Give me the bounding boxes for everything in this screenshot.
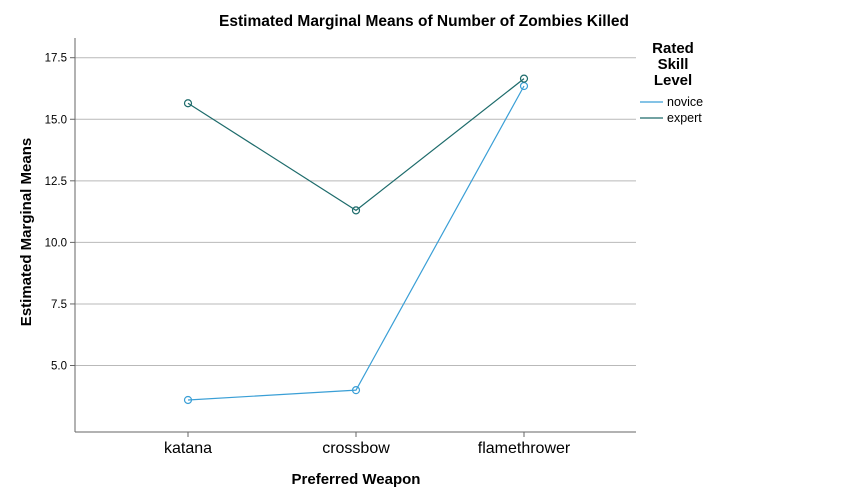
y-tick-label: 10.0: [45, 237, 67, 249]
legend: Rated Skill Level novice expert: [640, 40, 703, 125]
x-tick-label: crossbow: [322, 440, 390, 457]
axes: [74, 38, 636, 433]
data-point-expert: [351, 206, 361, 215]
grid-lines: [70, 57, 636, 367]
legend-title-line: Rated: [652, 40, 694, 57]
data-point-novice: [351, 386, 361, 395]
series-expert: [183, 74, 529, 215]
y-tick-label: 12.5: [45, 176, 67, 188]
x-tick-label: flamethrower: [478, 440, 571, 457]
series-novice: [183, 81, 529, 405]
data-point-expert: [183, 99, 193, 108]
series-line-expert: [187, 78, 525, 212]
data-point-novice: [183, 395, 193, 405]
x-tick-labels: katana crossbow flamethrower: [164, 432, 571, 457]
y-axis-title: Estimated Marginal Means: [18, 138, 35, 326]
legend-label-novice: novice: [667, 95, 703, 109]
y-tick-label: 17.5: [45, 53, 67, 65]
series-line-novice: [187, 85, 525, 401]
legend-label-expert: expert: [667, 111, 702, 125]
legend-title-line: Level: [654, 72, 692, 89]
y-tick-label: 7.5: [51, 299, 67, 311]
y-tick-labels: 5.0 7.5 10.0 12.5 15.0 17.5: [45, 53, 67, 373]
x-axis-title: Preferred Weapon: [292, 471, 421, 488]
series-lines: [183, 74, 529, 405]
chart-title: Estimated Marginal Means of Number of Zo…: [219, 13, 629, 30]
x-tick-label: katana: [164, 440, 212, 457]
data-point-expert: [519, 74, 529, 83]
y-tick-label: 5.0: [51, 361, 67, 373]
y-tick-label: 15.0: [45, 114, 67, 126]
legend-title-line: Skill: [658, 56, 689, 73]
